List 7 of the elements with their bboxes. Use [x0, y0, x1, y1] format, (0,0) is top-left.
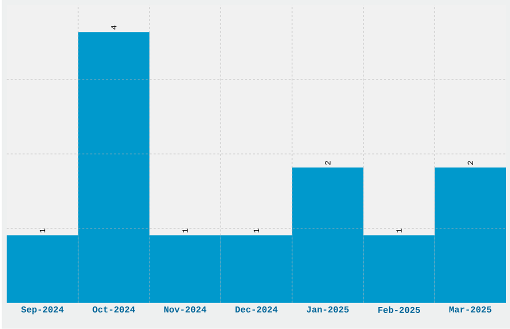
x-tick-label: Sep-2024: [21, 306, 64, 314]
x-tick-label: Feb-2025: [378, 306, 420, 314]
x-tick-label: Dec-2024: [236, 306, 278, 313]
x-tick-label: Jan-2025: [306, 306, 349, 313]
x-tick-label: Nov-2024: [164, 306, 206, 313]
x-tick-label: Mar-2025: [449, 306, 492, 313]
x-tick-label: Oct-2024: [92, 306, 135, 313]
